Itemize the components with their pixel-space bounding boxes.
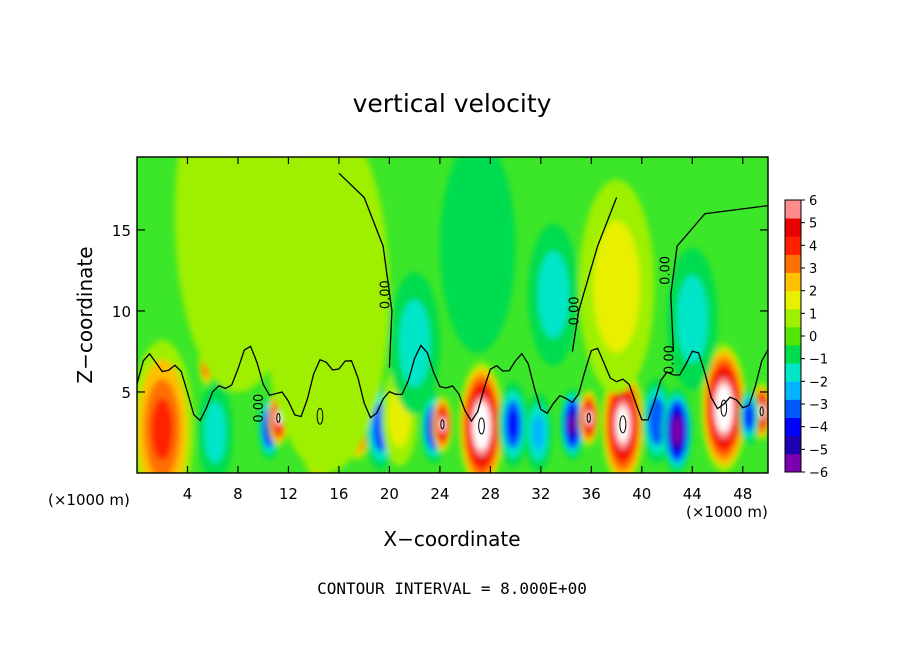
x-tick-label: 4: [183, 485, 193, 503]
colorbar-swatch: [785, 345, 801, 364]
x-tick-label: 16: [329, 485, 348, 503]
contour-line: [478, 417, 485, 435]
field-cell: [661, 388, 693, 473]
x-tick-label: 28: [481, 485, 500, 503]
colorbar: 6 5 4 3 2 1 0 −1 −2 −3 −4 −5 −6: [784, 194, 828, 481]
colorbar-swatch: [785, 326, 801, 346]
x-tick-label: 12: [279, 485, 298, 503]
contour-label: 0.00: [378, 280, 393, 309]
colorbar-tick-label: 4: [809, 239, 817, 254]
contour-line: [276, 412, 281, 423]
field-cell: [389, 272, 440, 415]
x-axis-unit-right: (×1000 m): [686, 503, 768, 521]
colorbar-tick-label: −6: [809, 466, 828, 481]
colorbar-swatch: [785, 417, 801, 437]
colorbar-tick-label: 1: [809, 307, 817, 322]
field-cell: [458, 361, 505, 473]
colorbar-swatch: [785, 218, 801, 237]
field-cell: [439, 157, 516, 354]
field-cell: [524, 393, 553, 472]
colorbar-swatch: [785, 290, 801, 310]
contour-label: 0.00: [662, 345, 677, 374]
x-axis-unit-left: (×1000 m): [48, 491, 130, 509]
contour-line: [571, 197, 618, 352]
field-cell: [641, 378, 673, 464]
colorbar-swatch: [785, 453, 801, 473]
contour-line: [670, 204, 768, 352]
field-cell: [578, 179, 655, 394]
colorbar-swatch: [785, 308, 801, 328]
field-cell: [197, 382, 233, 473]
contour-line: [440, 419, 445, 430]
colorbar-swatch: [785, 200, 801, 219]
colorbar-swatch: [785, 272, 801, 292]
colorbar-tick-label: 2: [809, 285, 817, 300]
colorbar-tick-label: 5: [809, 217, 817, 232]
y-axis-label: Z−coordinate: [73, 246, 97, 383]
x-tick-label: 24: [430, 485, 449, 503]
field-cell: [601, 363, 645, 473]
x-tick-label: 44: [683, 485, 702, 503]
contour-interval-note: CONTOUR INTERVAL = 8.000E+00: [317, 579, 587, 598]
x-axis: 4 8 12 16 20 24 28 32 36 40 44 48: [183, 157, 752, 503]
contour-line: [316, 407, 324, 425]
x-tick-label: 40: [632, 485, 651, 503]
colorbar-tick-label: −5: [809, 443, 828, 458]
y-tick-label: 15: [112, 222, 131, 240]
colorbar-swatch: [785, 399, 801, 418]
field-cell: [137, 340, 194, 473]
x-tick-label: 20: [380, 485, 399, 503]
contour-label: 0.00: [659, 256, 674, 285]
field-cell: [528, 223, 579, 367]
field-cell: [667, 247, 718, 391]
colorbar-tick-label: 6: [809, 194, 817, 209]
contour-line: [137, 344, 768, 423]
colorbar-swatch: [785, 381, 801, 400]
colorbar-swatch: [785, 363, 801, 382]
field-cell: [578, 389, 599, 447]
x-tick-label: 32: [531, 485, 550, 503]
x-tick-label: 8: [233, 485, 243, 503]
field-cell: [432, 395, 453, 453]
contour-line: [586, 412, 591, 423]
x-axis-label: X−coordinate: [383, 527, 520, 551]
contour-label: 0.00: [252, 394, 267, 423]
chart-title: vertical velocity: [353, 89, 552, 118]
colorbar-tick-label: −2: [809, 375, 828, 390]
contour-line: [619, 415, 627, 434]
contour-line: [720, 399, 728, 417]
colorbar-swatch: [785, 236, 801, 255]
field-cell: [174, 157, 302, 392]
y-tick-label: 5: [121, 384, 131, 402]
colorbar-tick-label: −3: [809, 398, 828, 413]
contour-lines: [137, 172, 768, 435]
colorbar-swatch: [785, 435, 801, 455]
colorbar-tick-label: −1: [809, 353, 828, 368]
field-cell: [738, 387, 760, 445]
y-tick-label: 10: [112, 303, 131, 321]
colorbar-tick-label: 3: [809, 262, 817, 277]
field-cell: [559, 388, 586, 461]
x-tick-label: 48: [733, 485, 752, 503]
contour-line: [759, 406, 764, 417]
x-tick-label: 36: [582, 485, 601, 503]
contour-line: [338, 172, 393, 368]
contour-label: 0.00: [568, 296, 583, 325]
colorbar-swatch: [785, 254, 801, 273]
y-axis: 5 10 15: [112, 222, 768, 402]
heatmap-field: [137, 157, 768, 473]
field-cell: [497, 381, 529, 468]
plot-frame: [136, 156, 769, 474]
colorbar-tick-label: 0: [809, 330, 817, 345]
field-cell: [701, 344, 747, 473]
colorbar-tick-label: −4: [809, 421, 828, 436]
